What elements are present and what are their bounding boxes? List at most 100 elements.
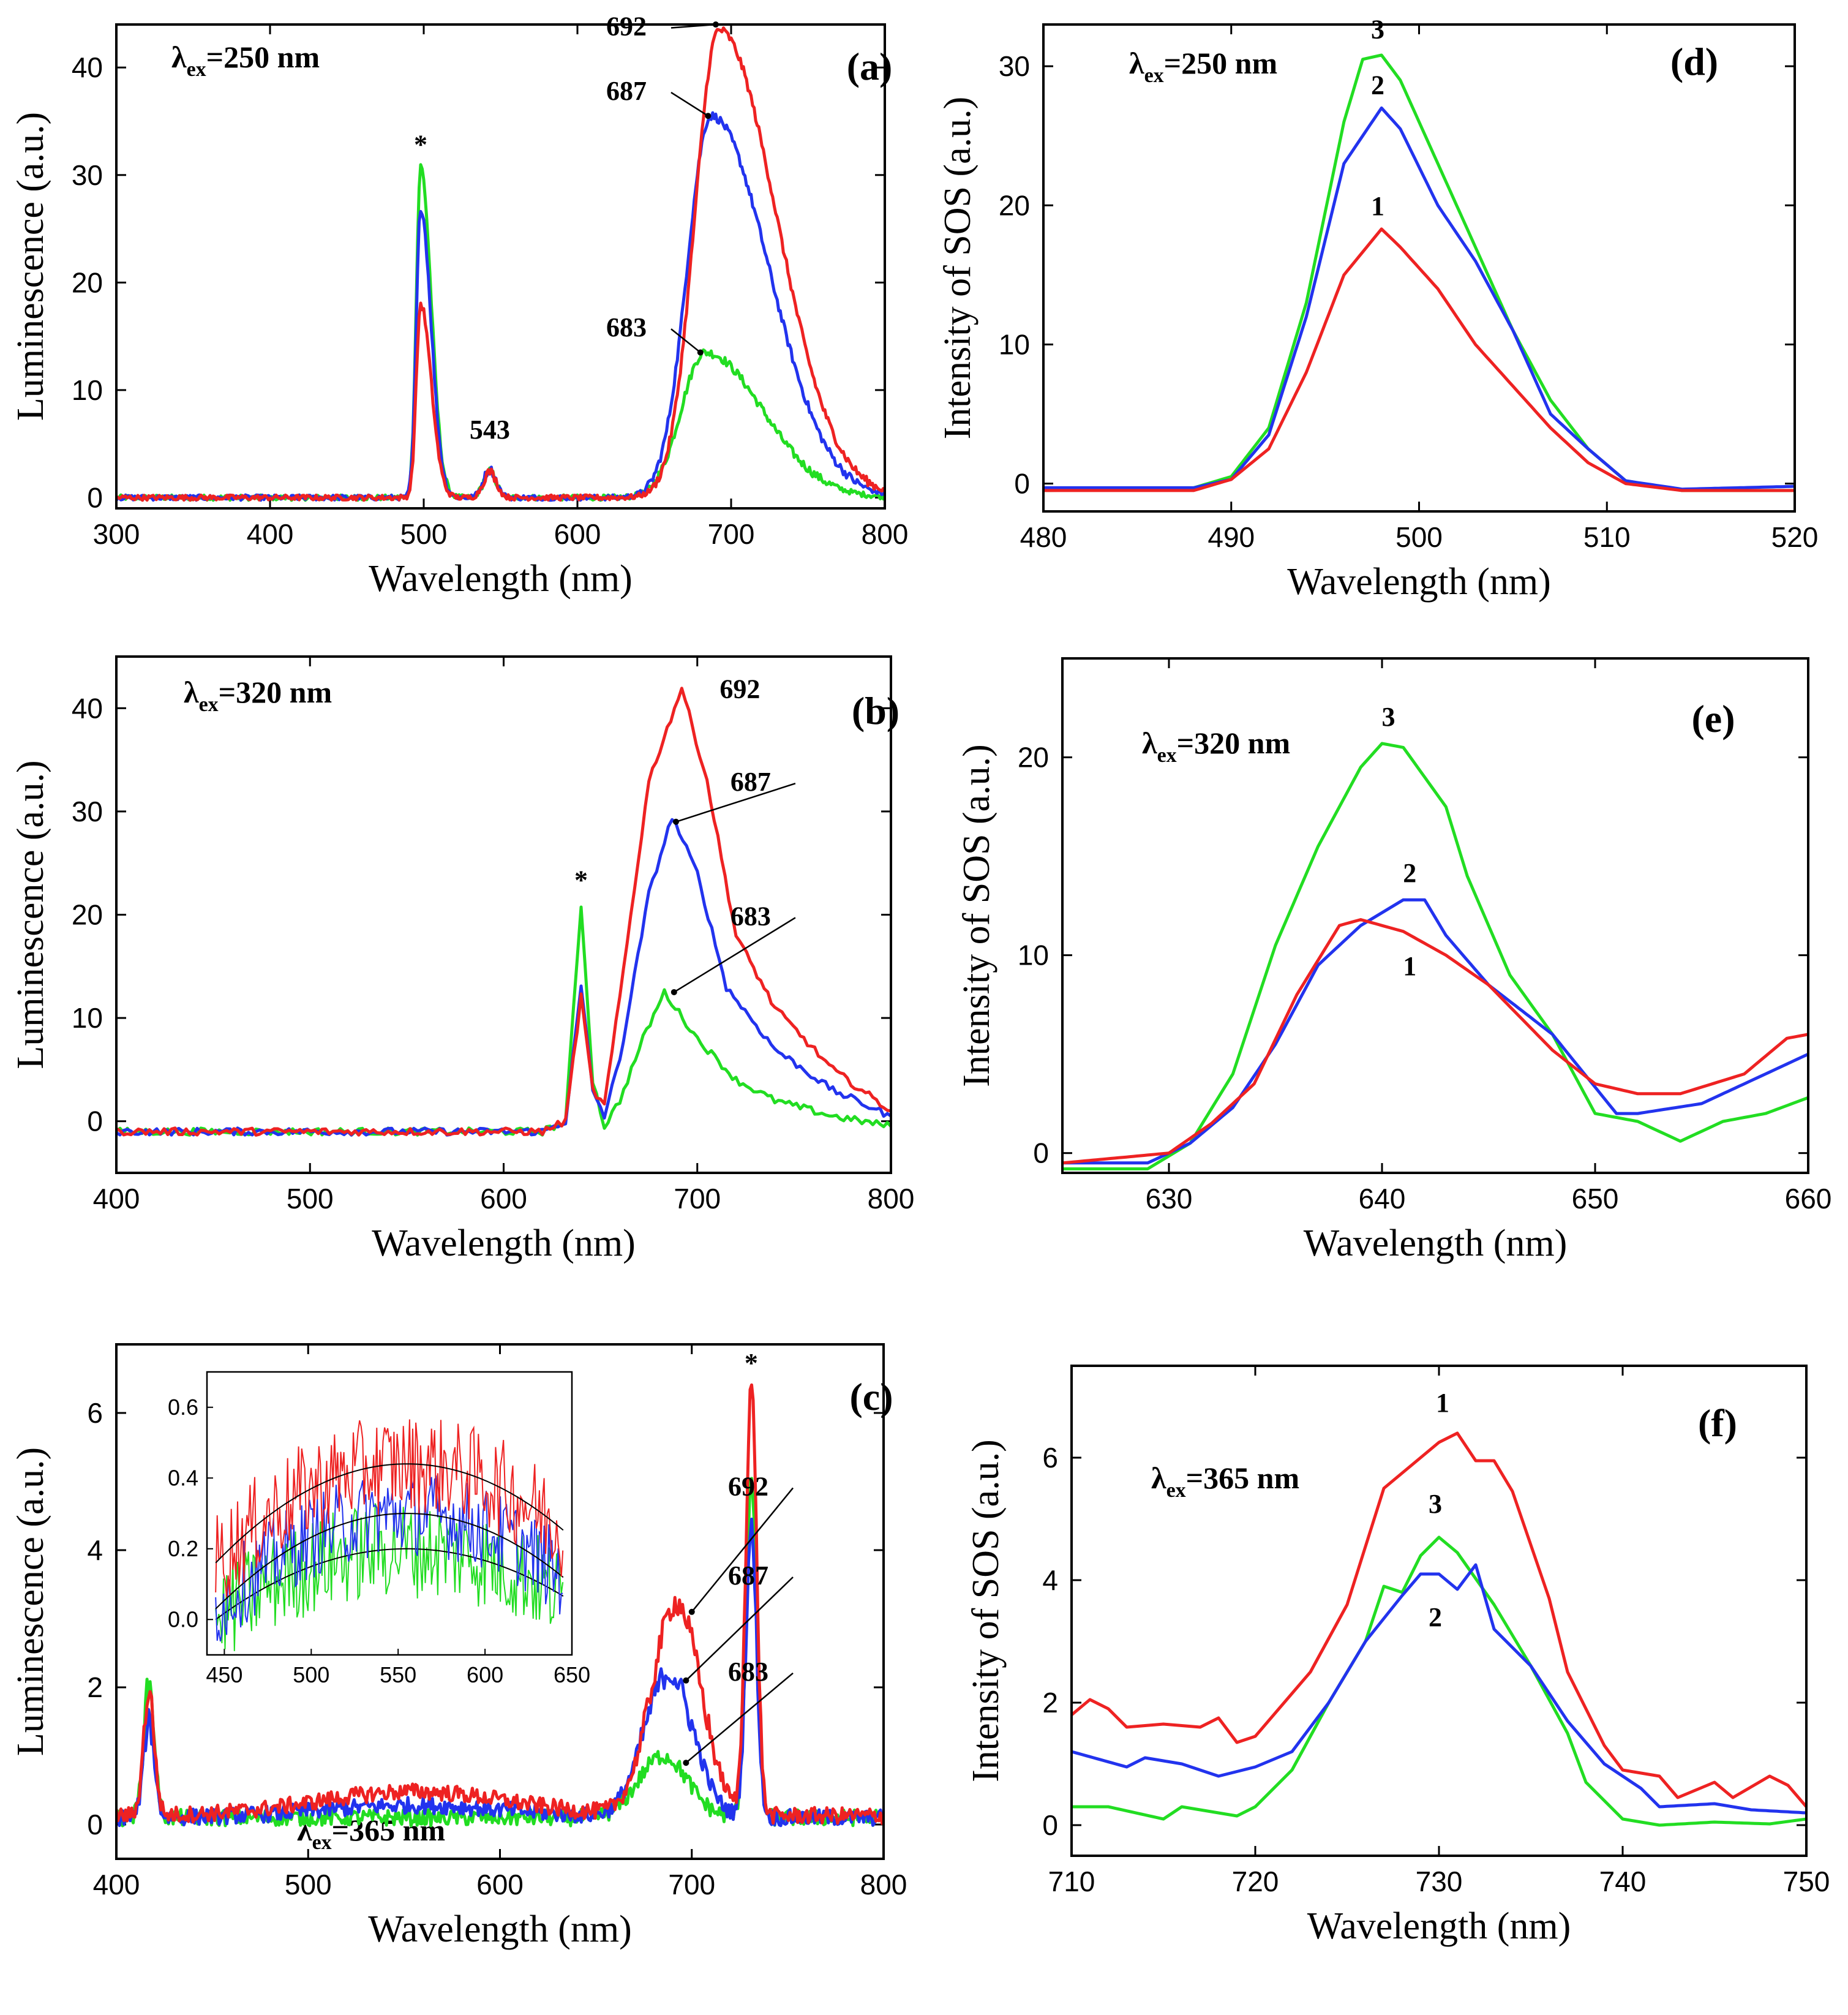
x-tick-label: 400 (247, 518, 294, 550)
annotation-label: 692 (606, 12, 647, 42)
y-tick-label: 10 (72, 1002, 103, 1034)
annotation-arrowhead (705, 113, 712, 119)
annotation-arrowhead (672, 818, 679, 825)
panel-b: 400 500 600 700 800 0 10 20 30 40 Wavelength (nm) L… (10, 655, 914, 1264)
panel-f: 710 720 730 740 750 0 2 4 6 Wavelength (nm) Intens… (965, 1365, 1830, 1947)
x-axis-label: Wavelength (nm) (369, 558, 633, 600)
plot-frame (1061, 657, 1809, 1174)
x-axis-label: Wavelength (nm) (1304, 1222, 1568, 1264)
inset-line-red (215, 1419, 564, 1597)
x-tick-label: 500 (400, 518, 448, 550)
excitation-value: =320 nm (219, 675, 332, 709)
panel-label: (d) (1670, 40, 1718, 83)
y-tick-label: 2 (1042, 1687, 1058, 1719)
inset-y-tick-label: 0.0 (168, 1606, 198, 1632)
series-group (1064, 742, 1807, 1170)
annotation-label: 683 (606, 312, 647, 342)
y-tick-label: 4 (87, 1534, 103, 1566)
series-line-blue (118, 1517, 882, 1828)
y-tick-label: 0 (1033, 1137, 1049, 1169)
excitation-sub: ex (1157, 744, 1177, 767)
y-axis-label: Luminescence (a.u.) (10, 112, 51, 421)
annotation-arrowhead (697, 349, 704, 356)
excitation-symbol: λ (1129, 46, 1144, 80)
panel-label: (c) (849, 1375, 893, 1418)
excitation-symbol: λ (1151, 1461, 1166, 1495)
x-tick-label: 600 (554, 518, 601, 550)
x-tick-label: 730 (1416, 1866, 1463, 1897)
annotation-label: 2 (1403, 858, 1416, 888)
inset-y-tick-label: 0.4 (168, 1465, 198, 1490)
y-tick-label: 0 (1042, 1809, 1058, 1841)
plot-frame (115, 23, 886, 510)
excitation-sub: ex (312, 1831, 332, 1854)
panel-d: 480 490 500 510 520 0 10 20 30 Wavelength (nm) Int… (937, 15, 1818, 603)
x-tick-label: 400 (93, 1869, 140, 1900)
y-tick-label: 4 (1042, 1564, 1058, 1596)
inset: 450 500 550 600 650 0.0 0.2 0.4 0.6 (168, 1371, 590, 1687)
x-tick-label: 710 (1048, 1866, 1095, 1897)
x-tick-label: 500 (287, 1183, 334, 1215)
panel-a: 300 400 500 600 700 800 0 10 20 30 40 Wavelength (n… (10, 12, 908, 600)
y-tick-label: 30 (72, 159, 103, 191)
x-axis-label: Wavelength (nm) (372, 1222, 636, 1264)
x-tick-label: 700 (668, 1869, 715, 1900)
y-tick-label: 30 (72, 796, 103, 827)
inset-x-tick-label: 450 (206, 1662, 242, 1687)
y-tick-label: 0 (87, 1105, 103, 1137)
x-tick-label: 650 (1572, 1183, 1619, 1215)
inset-mean-red (215, 1463, 564, 1564)
y-axis-label: Luminescence (a.u.) (10, 1447, 51, 1756)
series-line-1 (1073, 1431, 1805, 1808)
series-line-red (118, 26, 884, 502)
y-tick-label: 6 (1042, 1442, 1058, 1474)
annotation-arrow (691, 1487, 794, 1613)
series-line-3 (1073, 1535, 1805, 1827)
panel-label: (e) (1691, 697, 1735, 740)
excitation-value: =365 nm (1186, 1461, 1299, 1495)
annotation-arrowhead (688, 1608, 695, 1615)
annotation-label: * (745, 1348, 758, 1378)
series-group (1073, 1431, 1805, 1827)
x-tick-label: 720 (1232, 1866, 1279, 1897)
excitation-label: λex=250 nm (171, 40, 320, 81)
excitation-value: =320 nm (1177, 726, 1290, 760)
series-group (118, 687, 890, 1137)
y-tick-label: 20 (999, 189, 1030, 221)
y-tick-label: 40 (72, 692, 103, 724)
annotation-arrow (670, 91, 709, 117)
excitation-sub: ex (1166, 1479, 1186, 1502)
inset-x-tick-label: 600 (467, 1662, 503, 1687)
annotation-label: 3 (1371, 15, 1384, 45)
excitation-label: λex=320 nm (1142, 726, 1290, 767)
inset-x-tick-label: 650 (554, 1662, 590, 1687)
annotation-arrow (685, 1576, 794, 1681)
annotation-arrow (685, 1672, 794, 1764)
inset-frame (206, 1371, 573, 1656)
x-tick-label: 520 (1771, 521, 1819, 553)
y-tick-label: 20 (1018, 742, 1049, 774)
series-line-2 (1064, 898, 1807, 1165)
y-axis-label: Intensity of SOS (a.u.) (937, 97, 978, 440)
y-tick-label: 0 (1014, 468, 1030, 500)
y-tick-label: 6 (87, 1397, 103, 1429)
x-tick-label: 490 (1208, 521, 1255, 553)
excitation-label: λex=365 nm (1151, 1461, 1299, 1502)
annotation-label: 683 (728, 1657, 768, 1687)
annotation-label: 2 (1371, 70, 1384, 100)
inset-mean-green (215, 1548, 564, 1621)
x-tick-label: 600 (480, 1183, 527, 1215)
x-axis-label: Wavelength (nm) (368, 1908, 632, 1950)
annotation-label: * (414, 130, 427, 160)
annotation-label: 687 (728, 1561, 768, 1591)
x-tick-label: 400 (93, 1183, 140, 1215)
annotation-label: 683 (731, 901, 771, 931)
panel-label: (a) (847, 45, 893, 88)
annotation-arrow (670, 23, 716, 29)
annotation-arrowhead (683, 1677, 689, 1684)
x-axis-label: Wavelength (nm) (1287, 561, 1551, 603)
inset-y-tick-label: 0.2 (168, 1536, 198, 1561)
y-tick-label: 30 (999, 50, 1030, 82)
